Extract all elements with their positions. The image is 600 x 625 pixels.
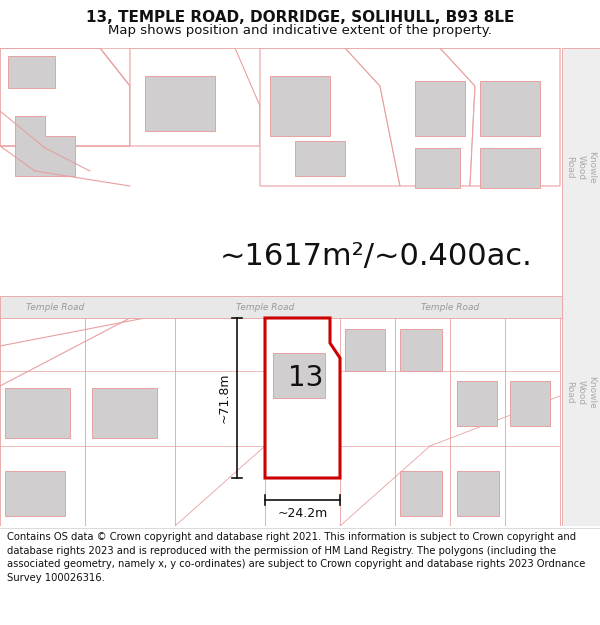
Text: ~1617m²/~0.400ac.: ~1617m²/~0.400ac. xyxy=(220,242,533,271)
Text: ~24.2m: ~24.2m xyxy=(277,507,328,520)
Bar xyxy=(0,296,562,318)
Text: Map shows position and indicative extent of the property.: Map shows position and indicative extent… xyxy=(108,24,492,38)
Polygon shape xyxy=(400,329,442,371)
Text: Knowle
Wood
Road: Knowle Wood Road xyxy=(565,151,596,184)
Polygon shape xyxy=(0,48,130,146)
Polygon shape xyxy=(265,318,340,478)
Polygon shape xyxy=(415,81,465,136)
Polygon shape xyxy=(145,76,215,131)
Polygon shape xyxy=(400,471,442,516)
Polygon shape xyxy=(92,388,157,438)
Text: Knowle
Wood
Road: Knowle Wood Road xyxy=(565,376,596,409)
Polygon shape xyxy=(5,471,65,516)
Text: 13: 13 xyxy=(288,364,323,392)
Polygon shape xyxy=(457,471,499,516)
Polygon shape xyxy=(15,116,75,176)
Polygon shape xyxy=(345,48,475,186)
Polygon shape xyxy=(440,48,560,186)
Polygon shape xyxy=(130,48,260,146)
Text: Temple Road: Temple Road xyxy=(421,302,479,311)
Text: 13, TEMPLE ROAD, DORRIDGE, SOLIHULL, B93 8LE: 13, TEMPLE ROAD, DORRIDGE, SOLIHULL, B93… xyxy=(86,9,514,24)
Text: ~71.8m: ~71.8m xyxy=(218,372,231,423)
Bar xyxy=(562,48,600,526)
Text: Temple Road: Temple Road xyxy=(26,302,84,311)
Polygon shape xyxy=(480,148,540,188)
Text: Contains OS data © Crown copyright and database right 2021. This information is : Contains OS data © Crown copyright and d… xyxy=(7,532,586,582)
Polygon shape xyxy=(480,81,540,136)
Polygon shape xyxy=(345,329,385,371)
Polygon shape xyxy=(415,148,460,188)
Polygon shape xyxy=(457,381,497,426)
Polygon shape xyxy=(5,388,70,438)
Polygon shape xyxy=(8,56,55,88)
Polygon shape xyxy=(260,48,400,186)
Polygon shape xyxy=(273,353,325,398)
Text: Temple Road: Temple Road xyxy=(236,302,294,311)
Polygon shape xyxy=(270,76,330,136)
Polygon shape xyxy=(510,381,550,426)
Polygon shape xyxy=(295,141,345,176)
